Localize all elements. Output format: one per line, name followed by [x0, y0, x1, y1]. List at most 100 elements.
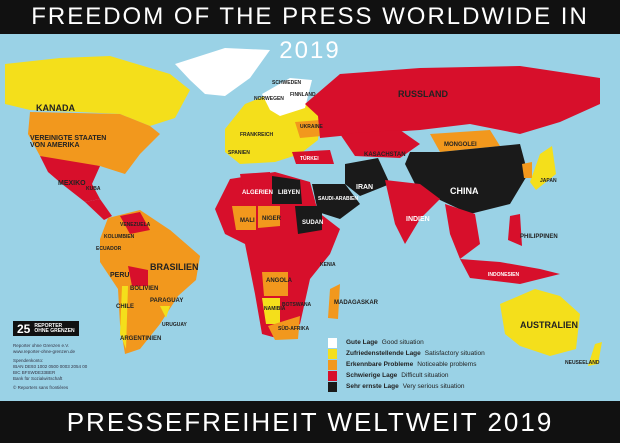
mali: [232, 206, 256, 230]
legend-en: Good situation: [381, 339, 424, 346]
legend-en: Noticeable problems: [417, 361, 477, 368]
legend-de: Zufriedenstellende Lage: [346, 350, 421, 357]
label-bolivia: BOLIVIEN: [130, 286, 159, 292]
label-indonesia: INDONESIEN: [488, 272, 520, 278]
label-peru: PERU: [110, 272, 130, 279]
algeria: [240, 172, 272, 204]
legend-en: Difficult situation: [401, 372, 449, 379]
brazil: [130, 230, 200, 296]
angola: [262, 272, 288, 296]
label-canada: KANADA: [36, 103, 75, 113]
label-namibia: NAMIBIA: [264, 306, 286, 312]
label-india: INDIEN: [406, 216, 430, 223]
label-france: FRANKREICH: [240, 132, 274, 138]
info-line: Reporter ohne Grenzen e.V.: [13, 343, 70, 348]
label-sweden: SCHWEDEN: [272, 80, 302, 86]
legend-en: Satisfactory situation: [424, 350, 485, 357]
europe: [225, 94, 320, 164]
legend: Gute Lage Good situation Zufriedenstellen…: [328, 337, 485, 392]
bolivia: [128, 266, 148, 286]
legend-swatch: [328, 348, 337, 359]
mongolia: [430, 130, 500, 152]
scandinavia: [262, 78, 312, 116]
legend-swatch: [328, 381, 337, 392]
logo-line1: REPORTER: [34, 322, 63, 329]
legend-en: Very serious situation: [402, 383, 465, 390]
label-spain: SPANIEN: [228, 150, 250, 156]
legend-de: Gute Lage: [346, 339, 378, 346]
label-brazil: BRASILIEN: [150, 262, 199, 272]
label-paraguay: PARAGUAY: [150, 298, 184, 304]
info-line: BIC BFSWDE33BER: [13, 370, 56, 375]
label-kenya: KENIA: [320, 262, 336, 268]
legend-item-good: Gute Lage Good situation: [328, 337, 485, 348]
subtitle-banner: PRESSEFREIHEIT WELTWEIT 2019: [0, 401, 620, 443]
legend-item-satisfactory: Zufriedenstellende Lage Satisfactory situ…: [328, 348, 485, 359]
libya: [272, 176, 302, 204]
label-japan: JAPAN: [540, 178, 557, 184]
usa: [28, 112, 160, 174]
label-mexico: MEXIKO: [58, 180, 86, 187]
label-kazakhstan: KASACHSTAN: [364, 152, 406, 158]
madagascar: [328, 284, 340, 319]
sudan: [295, 206, 322, 234]
korea: [522, 162, 532, 178]
australia: [500, 289, 580, 356]
label-botswana: BOTSWANA: [282, 302, 312, 308]
label-mali: MALI: [240, 218, 255, 224]
label-new-zealand: NEUSEELAND: [565, 360, 600, 366]
label-argentina: ARGENTINIEN: [120, 336, 162, 342]
info-line: IBAN DE93 1002 0500 0003 2054 00: [13, 364, 88, 369]
label-saudi-arabia: SAUDI-ARABIEN: [318, 196, 358, 202]
logo-line2: OHNE GRENZEN: [34, 327, 75, 334]
label-ukraine: UKRAINE: [300, 124, 323, 130]
kazakhstan: [340, 130, 420, 158]
rog-logo: 25 REPORTER OHNE GRENZEN: [13, 321, 79, 336]
legend-item-difficult: Schwierige Lage Difficult situation: [328, 370, 485, 381]
label-sudan: SUDAN: [302, 220, 324, 226]
info-link[interactable]: www.reporter-ohne-grenzen.de: [13, 349, 76, 354]
japan: [530, 146, 556, 190]
info-line: Spendenkonto:: [13, 358, 44, 363]
uruguay: [160, 306, 170, 318]
label-turkey: TÜRKEI: [300, 156, 319, 162]
label-finland: FINNLAND: [290, 92, 316, 98]
ukraine: [295, 120, 322, 138]
central-america: [85, 199, 112, 220]
saudi-arabia: [312, 184, 360, 219]
label-usa: VEREINIGTE STAATEN VON AMERIKA: [30, 135, 107, 149]
logo-number: 25: [17, 321, 31, 336]
mexico: [40, 156, 100, 202]
title-banner: FREEDOM OF THE PRESS WORLDWIDE IN 2019: [0, 0, 620, 64]
legend-de: Schwierige Lage: [346, 372, 398, 379]
russia: [305, 66, 600, 138]
new-zealand: [588, 342, 602, 366]
philippines: [508, 214, 522, 246]
southeast-asia: [445, 204, 480, 259]
legend-item-very-serious: Sehr ernste Lage Very serious situation: [328, 381, 485, 392]
niger: [258, 206, 280, 228]
label-cuba: KUBA: [86, 186, 101, 192]
label-venezuela: VENEZUELA: [120, 222, 151, 228]
india: [385, 180, 440, 244]
chile: [120, 286, 128, 349]
legend-item-noticeable: Erkennbare Probleme Noticeable problems: [328, 359, 485, 370]
namibia: [262, 298, 280, 324]
iran: [345, 158, 390, 196]
label-norway: NORWEGEN: [254, 96, 284, 102]
canada: [5, 56, 190, 126]
label-south-africa: SÜD-AFRIKA: [278, 326, 310, 332]
venezuela: [120, 212, 150, 234]
indonesia: [460, 259, 560, 284]
label-madagascar: MADAGASKAR: [334, 300, 378, 306]
title: FREEDOM OF THE PRESS WORLDWIDE IN 2019: [31, 3, 589, 64]
legend-de: Sehr ernste Lage: [346, 383, 399, 390]
label-australia: AUSTRALIEN: [520, 320, 578, 330]
turkey: [292, 150, 334, 164]
legend-swatch: [328, 337, 337, 348]
label-algeria: ALGERIEN: [242, 190, 274, 196]
legend-swatch: [328, 359, 337, 370]
label-iran: IRAN: [356, 184, 374, 191]
label-china: CHINA: [450, 186, 479, 196]
south-africa: [268, 316, 300, 340]
